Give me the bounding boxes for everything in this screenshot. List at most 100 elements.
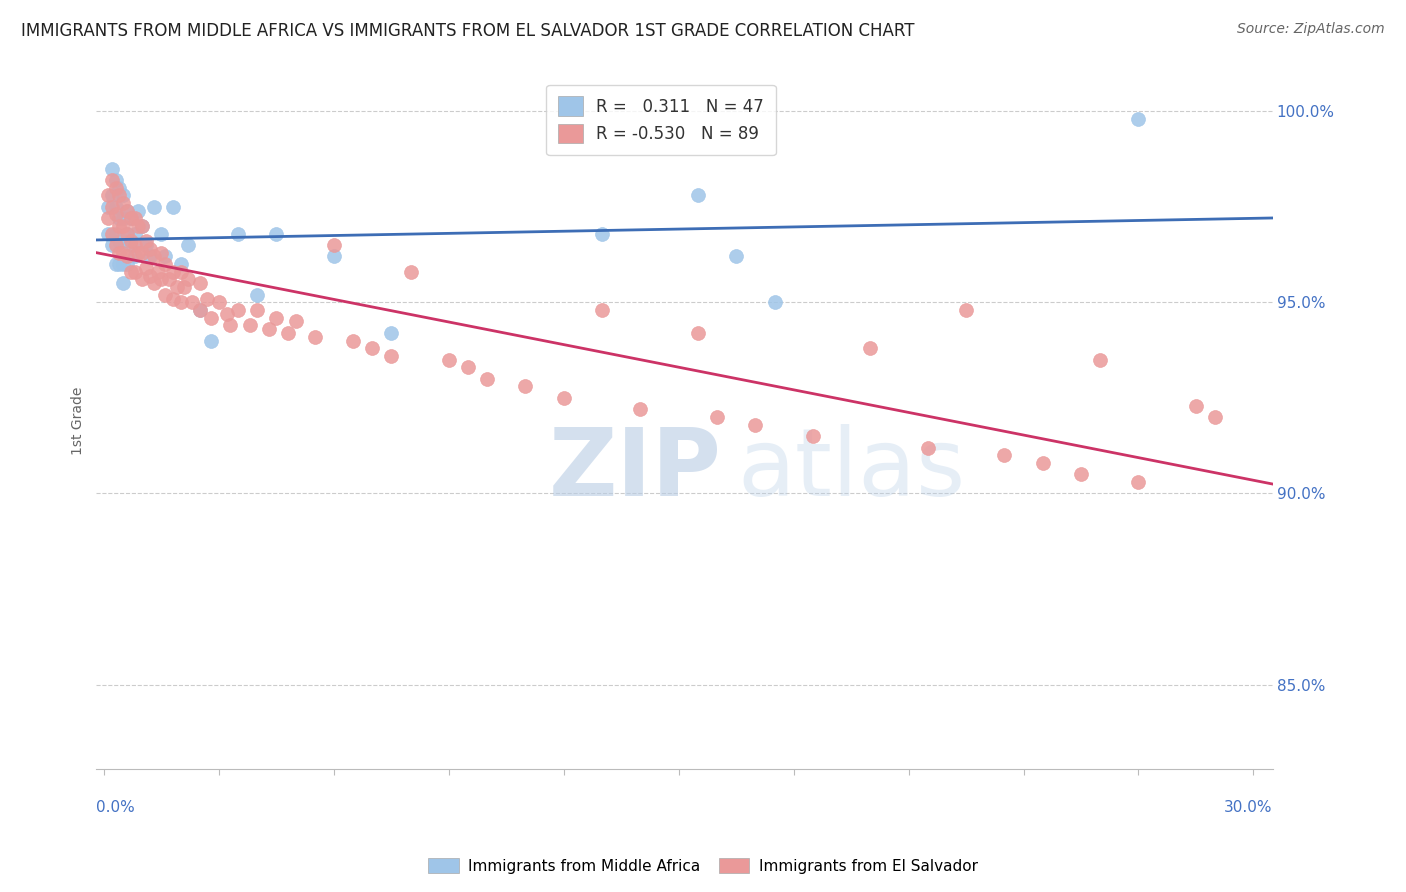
Point [104, 227, 127, 241]
Point [108, 219, 131, 233]
Point [725, 250, 748, 264]
Point [257, 322, 280, 336]
Point [246, 287, 269, 301]
Point [104, 257, 127, 271]
Point [128, 219, 150, 233]
Point [100, 161, 122, 176]
Point [115, 203, 138, 218]
Point [135, 234, 157, 248]
Point [135, 260, 157, 275]
Point [100, 173, 122, 187]
Point [108, 180, 131, 194]
Point [112, 277, 135, 291]
Point [380, 349, 402, 363]
Point [100, 188, 122, 202]
Point [100, 200, 122, 214]
Text: 30.0%: 30.0% [1225, 800, 1272, 815]
Point [628, 402, 651, 417]
Point [104, 173, 127, 187]
Point [146, 265, 169, 279]
Point [475, 372, 498, 386]
Point [197, 292, 219, 306]
Point [120, 211, 142, 226]
Text: IMMIGRANTS FROM MIDDLE AFRICA VS IMMIGRANTS FROM EL SALVADOR 1ST GRADE CORRELATI: IMMIGRANTS FROM MIDDLE AFRICA VS IMMIGRA… [21, 22, 914, 40]
Point [266, 310, 288, 325]
Y-axis label: 1st Grade: 1st Grade [72, 386, 86, 455]
Point [1032, 456, 1054, 470]
Point [97, 211, 120, 226]
Legend: R =   0.311   N = 47, R = -0.530   N = 89: R = 0.311 N = 47, R = -0.530 N = 89 [547, 85, 776, 155]
Point [955, 302, 977, 317]
Point [139, 242, 162, 256]
Point [515, 379, 537, 393]
Point [706, 409, 728, 424]
Point [155, 287, 177, 301]
Point [108, 234, 131, 248]
Point [131, 219, 153, 233]
Point [277, 326, 299, 340]
Point [1128, 475, 1150, 489]
Point [112, 219, 135, 233]
Point [215, 307, 238, 321]
Point [112, 211, 135, 226]
Point [150, 272, 173, 286]
Point [139, 268, 162, 283]
Point [142, 200, 165, 214]
Point [104, 180, 127, 194]
Point [744, 417, 766, 432]
Point [591, 227, 613, 241]
Point [173, 280, 195, 294]
Point [142, 250, 165, 264]
Point [993, 448, 1015, 462]
Point [246, 302, 269, 317]
Point [801, 429, 824, 443]
Point [97, 227, 120, 241]
Point [1128, 112, 1150, 126]
Point [108, 257, 131, 271]
Point [100, 238, 122, 252]
Point [686, 188, 709, 202]
Point [322, 250, 344, 264]
Point [115, 250, 138, 264]
Point [457, 360, 479, 375]
Point [120, 265, 142, 279]
Point [553, 391, 575, 405]
Point [124, 227, 146, 241]
Point [859, 341, 882, 355]
Point [437, 352, 460, 367]
Point [1185, 399, 1208, 413]
Point [169, 295, 191, 310]
Point [97, 200, 120, 214]
Point [115, 227, 138, 241]
Point [97, 188, 120, 202]
Point [917, 441, 939, 455]
Point [304, 329, 326, 343]
Point [124, 211, 146, 226]
Point [342, 334, 364, 348]
Point [131, 219, 153, 233]
Point [219, 318, 242, 333]
Point [115, 257, 138, 271]
Point [115, 203, 138, 218]
Point [763, 295, 786, 310]
Point [162, 200, 184, 214]
Point [266, 227, 288, 241]
Point [380, 326, 402, 340]
Point [686, 326, 709, 340]
Text: atlas: atlas [737, 424, 966, 516]
Point [166, 280, 188, 294]
Point [120, 238, 142, 252]
Point [128, 245, 150, 260]
Point [284, 314, 307, 328]
Text: Source: ZipAtlas.com: Source: ZipAtlas.com [1237, 22, 1385, 37]
Point [100, 227, 122, 241]
Point [169, 257, 191, 271]
Legend: Immigrants from Middle Africa, Immigrants from El Salvador: Immigrants from Middle Africa, Immigrant… [422, 852, 984, 880]
Point [142, 277, 165, 291]
Point [157, 272, 180, 286]
Point [322, 238, 344, 252]
Text: 0.0%: 0.0% [97, 800, 135, 815]
Point [104, 238, 127, 252]
Point [128, 203, 150, 218]
Point [112, 245, 135, 260]
